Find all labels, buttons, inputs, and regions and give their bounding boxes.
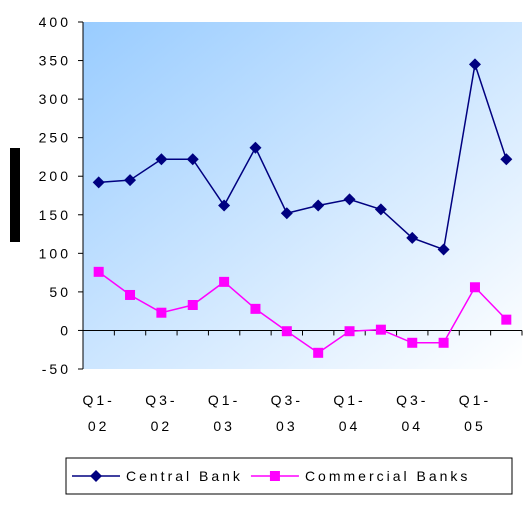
decoration xyxy=(10,148,20,242)
y-tick-label: 300 xyxy=(39,91,71,107)
x-tick-label-line: 02 xyxy=(151,418,173,434)
x-tick-label-line: 03 xyxy=(276,418,298,434)
legend-label: Central Bank xyxy=(126,468,243,484)
marker xyxy=(469,282,480,293)
marker xyxy=(343,193,356,206)
marker xyxy=(344,326,355,337)
x-tick-label: Q1- 05 xyxy=(459,392,491,434)
x-tick-label-line: Q3- xyxy=(271,392,303,408)
marker xyxy=(155,153,168,166)
y-tick-label: 250 xyxy=(39,130,71,146)
marker xyxy=(125,289,136,300)
marker xyxy=(500,153,513,166)
marker xyxy=(281,326,292,337)
x-tick-label-line: 02 xyxy=(88,418,110,434)
marker xyxy=(219,276,230,287)
marker xyxy=(156,307,167,318)
marker xyxy=(501,314,512,325)
x-tick-label: Q3- 04 xyxy=(396,392,428,434)
y-tick-label: 100 xyxy=(39,245,71,261)
x-tick-label-line: Q1- xyxy=(459,392,491,408)
x-tick-label-line: 04 xyxy=(401,418,423,434)
x-tick-label: Q1- 02 xyxy=(83,392,115,434)
marker xyxy=(375,324,386,335)
marker xyxy=(124,174,137,187)
series-line xyxy=(98,271,507,354)
x-tick-label: Q3- 02 xyxy=(145,392,177,434)
marker xyxy=(313,347,324,358)
x-tick-label-line: Q1- xyxy=(83,392,115,408)
y-tick-label: 200 xyxy=(39,168,71,184)
y-tick-label: 50 xyxy=(49,284,71,300)
y-tick-label: 0 xyxy=(60,322,71,338)
y-tick-label: 150 xyxy=(39,207,71,223)
marker xyxy=(218,199,231,212)
marker xyxy=(92,176,105,189)
marker xyxy=(374,203,387,216)
x-tick-label-line: Q1- xyxy=(208,392,240,408)
marker xyxy=(250,303,261,314)
y-tick-label: 350 xyxy=(39,53,71,69)
marker xyxy=(90,470,102,482)
x-tick-label: Q1- 04 xyxy=(333,392,365,434)
x-tick-label-line: Q3- xyxy=(396,392,428,408)
x-tick-label-line: Q1- xyxy=(333,392,365,408)
marker xyxy=(406,231,419,244)
marker xyxy=(438,337,449,348)
marker xyxy=(280,207,293,220)
y-tick-label: 400 xyxy=(39,14,71,30)
x-tick-label: Q3- 03 xyxy=(271,392,303,434)
x-tick-label-line: 04 xyxy=(339,418,361,434)
legend-label: Commercial Banks xyxy=(305,468,470,484)
marker xyxy=(93,266,104,277)
x-tick-label: Q1- 03 xyxy=(208,392,240,434)
plot-area xyxy=(83,22,522,369)
marker xyxy=(187,299,198,310)
y-tick-label: -50 xyxy=(42,361,71,377)
x-tick-label-line: Q3- xyxy=(145,392,177,408)
marker xyxy=(186,153,199,166)
x-tick-label-line: 03 xyxy=(213,418,235,434)
marker xyxy=(249,141,262,154)
marker xyxy=(437,243,450,256)
x-tick-label-line: 05 xyxy=(464,418,486,434)
marker xyxy=(407,337,418,348)
marker xyxy=(468,58,481,71)
marker xyxy=(312,199,325,212)
marker xyxy=(269,471,280,481)
